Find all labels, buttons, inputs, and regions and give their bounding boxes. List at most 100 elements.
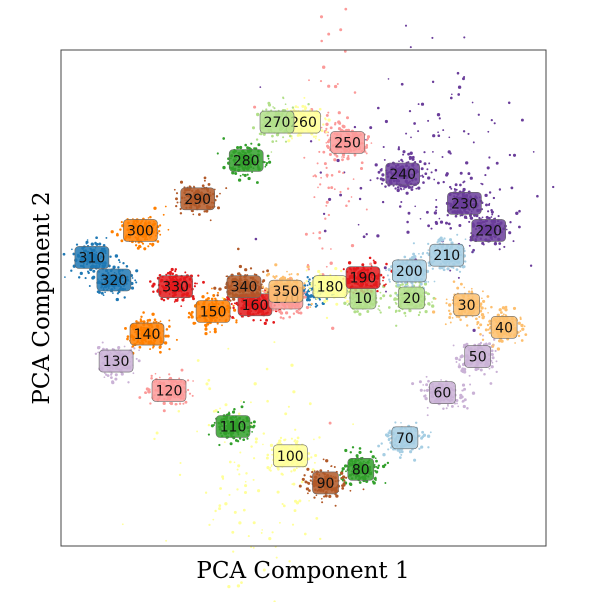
scatter-point <box>323 495 326 498</box>
scatter-point <box>482 243 485 246</box>
scatter-point <box>427 176 431 180</box>
scatter-point <box>467 132 470 135</box>
scatter-point <box>484 174 487 177</box>
scatter-point <box>273 341 276 344</box>
scatter-point <box>303 96 306 99</box>
scatter-point <box>123 296 126 299</box>
scatter-point <box>326 140 330 144</box>
scatter-point <box>207 433 210 436</box>
scatter-point <box>221 296 224 300</box>
scatter-point <box>435 198 438 201</box>
scatter-point <box>314 453 318 458</box>
scatter-point <box>465 342 469 346</box>
scatter-point <box>325 200 329 204</box>
scatter-point <box>342 482 346 486</box>
scatter-point <box>435 221 439 226</box>
scatter-point <box>400 421 402 424</box>
scatter-point <box>252 420 256 424</box>
scatter-point <box>420 167 424 171</box>
scatter-point <box>523 325 526 328</box>
scatter-point <box>250 421 253 425</box>
scatter-point <box>398 451 402 454</box>
scatter-point <box>260 531 263 534</box>
scatter-point <box>359 166 364 171</box>
scatter-point <box>349 489 352 492</box>
scatter-point <box>227 584 231 589</box>
scatter-point <box>307 268 311 271</box>
scatter-point <box>411 382 415 386</box>
scatter-point <box>125 265 129 268</box>
scatter-point <box>320 176 322 179</box>
scatter-point <box>193 185 195 188</box>
scatter-point <box>236 468 239 471</box>
scatter-point <box>484 307 487 310</box>
scatter-point <box>265 456 269 460</box>
scatter-point <box>369 126 373 130</box>
scatter-point <box>504 305 508 309</box>
scatter-point <box>95 236 98 240</box>
scatter-point <box>384 433 389 437</box>
scatter-point <box>323 229 327 233</box>
scatter-point <box>427 249 430 252</box>
scatter-point <box>319 80 323 83</box>
scatter-point <box>444 323 447 326</box>
scatter-point <box>212 518 215 521</box>
scatter-point <box>275 140 278 143</box>
scatter-point <box>250 142 253 145</box>
scatter-point <box>459 171 463 175</box>
scatter-point <box>519 330 522 333</box>
scatter-point <box>346 299 349 303</box>
scatter-point <box>318 150 321 153</box>
scatter-point <box>158 224 162 227</box>
scatter-point <box>213 294 216 297</box>
scatter-point <box>106 374 110 377</box>
scatter-point <box>387 306 391 309</box>
scatter-point <box>510 186 514 190</box>
scatter-point <box>253 105 257 109</box>
scatter-point <box>343 479 346 482</box>
scatter-point <box>486 323 490 327</box>
scatter-point <box>484 328 488 332</box>
scatter-point <box>388 429 391 432</box>
scatter-point <box>409 186 412 189</box>
scatter-point <box>418 160 422 164</box>
scatter-point <box>376 177 379 180</box>
scatter-point <box>214 297 217 301</box>
scatter-point <box>399 187 402 190</box>
scatter-point <box>306 492 309 495</box>
scatter-point <box>233 461 236 464</box>
scatter-point <box>318 436 321 439</box>
scatter-point <box>203 176 207 180</box>
scatter-point <box>306 263 310 267</box>
scatter-point <box>158 229 161 233</box>
scatter-point <box>277 467 280 471</box>
scatter-point <box>261 529 264 531</box>
scatter-point <box>499 338 503 342</box>
scatter-point <box>322 123 325 126</box>
scatter-point <box>244 143 247 147</box>
scatter-point <box>234 438 238 442</box>
scatter-point <box>379 177 383 181</box>
scatter-point <box>433 211 438 215</box>
scatter-point <box>143 247 147 251</box>
scatter-point <box>330 174 334 177</box>
scatter-point <box>405 191 409 195</box>
scatter-point <box>378 309 381 312</box>
scatter-point <box>339 190 342 194</box>
scatter-point <box>135 281 138 284</box>
scatter-point <box>263 321 267 326</box>
scatter-point <box>360 161 364 165</box>
scatter-point <box>459 214 462 217</box>
scatter-point <box>256 112 260 117</box>
scatter-point <box>358 197 362 201</box>
scatter-point <box>62 252 66 256</box>
scatter-point <box>284 140 288 143</box>
scatter-point <box>168 319 171 322</box>
scatter-point <box>204 327 208 331</box>
scatter-point <box>342 125 346 129</box>
scatter-point <box>278 521 281 524</box>
scatter-point <box>453 188 456 190</box>
scatter-point <box>518 209 521 213</box>
scatter-point <box>427 281 430 283</box>
scatter-point <box>424 394 427 397</box>
